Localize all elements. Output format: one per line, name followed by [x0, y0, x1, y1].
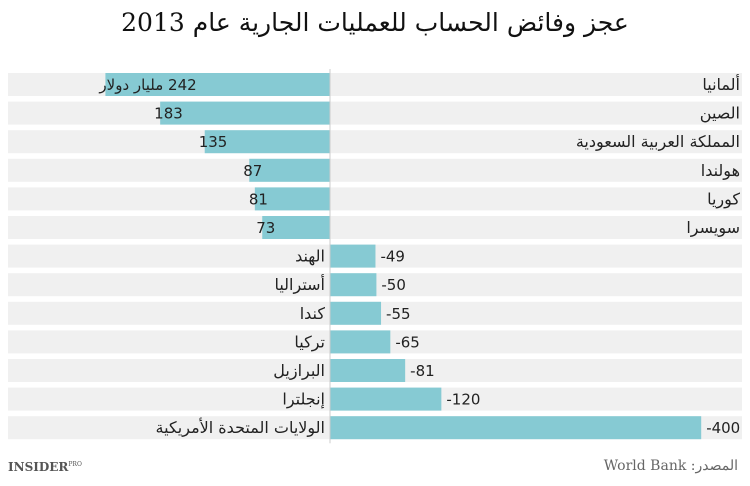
category-label: هولندا: [701, 161, 740, 181]
value-label: -50: [381, 276, 406, 294]
row-background: [8, 216, 742, 239]
insider-pro-logo: INSIDERPRO: [8, 460, 82, 474]
value-label: -55: [386, 305, 411, 323]
category-label: سويسرا: [686, 218, 740, 238]
row-background: [8, 130, 742, 154]
bar: [330, 273, 377, 297]
bar: [249, 158, 330, 182]
bar: [105, 73, 330, 96]
bar: [254, 187, 330, 211]
category-label: تركيا: [294, 332, 325, 352]
row-background: [8, 101, 742, 125]
bar-chart: ألمانيا 242 مليار دولار الصين 183 المملكة ال…: [8, 69, 742, 444]
value-label: 183: [154, 105, 183, 123]
bar: [204, 130, 330, 154]
category-label: المملكة العربية السعودية: [576, 132, 740, 152]
bar: [330, 301, 382, 325]
bar: [262, 216, 330, 239]
logo-sup: PRO: [68, 461, 82, 468]
category-label: البرازيل: [273, 361, 325, 381]
bar: [330, 330, 391, 354]
category-label: ألمانيا: [702, 74, 740, 94]
bar: [330, 416, 702, 440]
value-label: 87: [243, 162, 262, 180]
value-label: -65: [395, 333, 420, 351]
category-label: الصين: [700, 104, 740, 124]
value-label: -120: [446, 391, 480, 409]
category-label: إنجلترا: [282, 390, 325, 410]
bar: [160, 101, 330, 125]
row-background: [8, 187, 742, 211]
value-label: 135: [199, 133, 228, 151]
category-label: الهند: [295, 247, 325, 267]
row-background: [8, 158, 742, 182]
source-note: المصدر: World Bank: [603, 458, 738, 474]
bar: [330, 244, 376, 268]
bar: [330, 359, 406, 382]
category-label: كندا: [300, 304, 326, 323]
chart-title: عجز وفائض الحساب للعمليات الجارية عام 20…: [121, 8, 629, 37]
category-label: الولايات المتحدة الأمريكية: [156, 417, 325, 438]
value-label: -400: [706, 419, 740, 437]
value-label: -49: [380, 248, 405, 266]
bar: [330, 387, 442, 411]
value-label: 73: [256, 219, 275, 237]
value-label: -81: [410, 362, 435, 380]
value-label: 81: [249, 190, 268, 208]
category-label: كوريا: [707, 189, 740, 209]
value-label: 242 مليار دولار: [98, 76, 196, 94]
logo-main: INSIDER: [8, 460, 69, 474]
category-label: أستراليا: [274, 274, 325, 295]
